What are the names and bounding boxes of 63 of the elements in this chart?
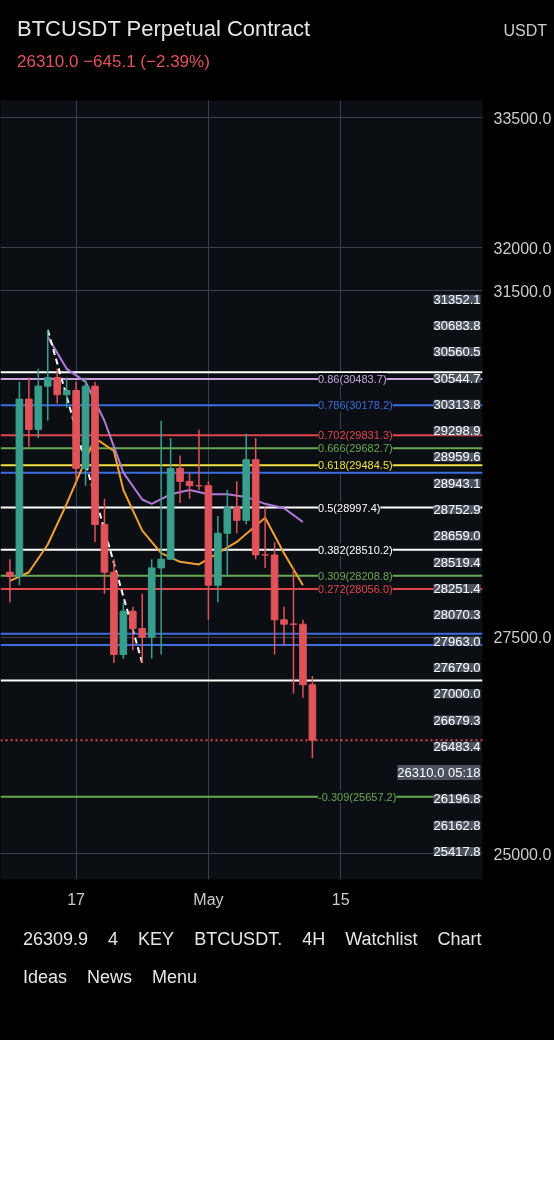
annotation: 30544.7 bbox=[433, 370, 481, 386]
ref-line-label: 0.702(29831.3) bbox=[318, 429, 393, 442]
line-series bbox=[46, 335, 304, 524]
ref-line-label: 0.272(28056.0) bbox=[318, 583, 393, 596]
y-tick-label: 31500.0 bbox=[493, 282, 552, 300]
text: 4 bbox=[108, 928, 119, 951]
text: Watchlist bbox=[345, 928, 418, 951]
ref-line-label: 0.5(28997.4) bbox=[318, 501, 381, 514]
x-tick-label: May bbox=[193, 890, 224, 908]
annotation: 30560.5 bbox=[433, 344, 481, 360]
text: Chart bbox=[437, 928, 482, 951]
annotation: 28251.4 bbox=[433, 580, 481, 596]
ref-line-label: 0.666(29682.7) bbox=[318, 442, 393, 455]
text: BTCUSDT. bbox=[194, 928, 283, 951]
ref-line-label: 0.786(30178.2) bbox=[318, 399, 393, 412]
ref-line-label: 0.309(28208.8) bbox=[318, 569, 393, 582]
y-tick-label: 33500.0 bbox=[493, 109, 552, 127]
ref-line-label: 0.618(29484.5) bbox=[318, 459, 393, 472]
annotation: 26679.3 bbox=[433, 712, 481, 728]
y-tick-label: 25000.0 bbox=[493, 845, 552, 863]
candlestick bbox=[6, 558, 14, 604]
candlestick bbox=[53, 368, 62, 405]
annotation: 29298.9 bbox=[433, 423, 481, 439]
annotation: 31352.1 bbox=[433, 291, 481, 307]
x-tick-label: 15 bbox=[331, 890, 350, 908]
annotation: 28070.3 bbox=[433, 607, 481, 623]
text: 26309.9 bbox=[23, 928, 89, 951]
candlestick bbox=[176, 454, 184, 504]
annotation: 26483.4 bbox=[433, 738, 481, 754]
ref-line-label: 0.86(30483.7) bbox=[318, 372, 387, 385]
text: Menu bbox=[152, 965, 198, 989]
text: Ideas bbox=[23, 965, 68, 989]
line-series bbox=[8, 437, 304, 587]
annotation: 27000.0 bbox=[433, 686, 481, 702]
candlestick bbox=[261, 506, 269, 569]
chart-subtitle: 26310.0 −645.1 (−2.39%) bbox=[17, 51, 211, 74]
text: KEY bbox=[138, 928, 175, 951]
annotation: 28943.1 bbox=[433, 475, 481, 491]
y-axis-title: USDT bbox=[503, 21, 547, 41]
y-tick-label: 32000.0 bbox=[493, 239, 552, 257]
annotation: 27963.0 bbox=[433, 633, 481, 649]
y-tick-label: 27500.0 bbox=[493, 629, 552, 647]
annotation: 30313.8 bbox=[433, 396, 481, 412]
annotation: 26196.8 bbox=[433, 791, 481, 807]
annotation: 30683.8 bbox=[433, 317, 481, 333]
text: 4H bbox=[302, 928, 326, 951]
candlestick bbox=[43, 329, 52, 422]
candlestick bbox=[62, 376, 71, 409]
annotation: 28519.4 bbox=[433, 554, 481, 570]
candlestick bbox=[232, 480, 241, 535]
annotation: 26310.0 05:18 bbox=[397, 765, 481, 781]
x-tick-label: 17 bbox=[67, 890, 86, 908]
annotation: 28752.9 bbox=[433, 502, 481, 518]
annotation: 27679.0 bbox=[433, 659, 481, 675]
annotation: 28959.6 bbox=[433, 449, 481, 465]
ref-line-label: -0.309(25657.2) bbox=[318, 790, 397, 803]
candlestick bbox=[157, 420, 165, 656]
annotation: 26162.8 bbox=[433, 817, 481, 833]
chart-title: BTCUSDT Perpetual Contract bbox=[17, 15, 311, 43]
ref-line-label: 0.382(28510.2) bbox=[318, 543, 393, 556]
annotation: 28659.0 bbox=[433, 528, 481, 544]
text: News bbox=[87, 965, 133, 989]
annotation: 25417.8 bbox=[433, 844, 481, 860]
